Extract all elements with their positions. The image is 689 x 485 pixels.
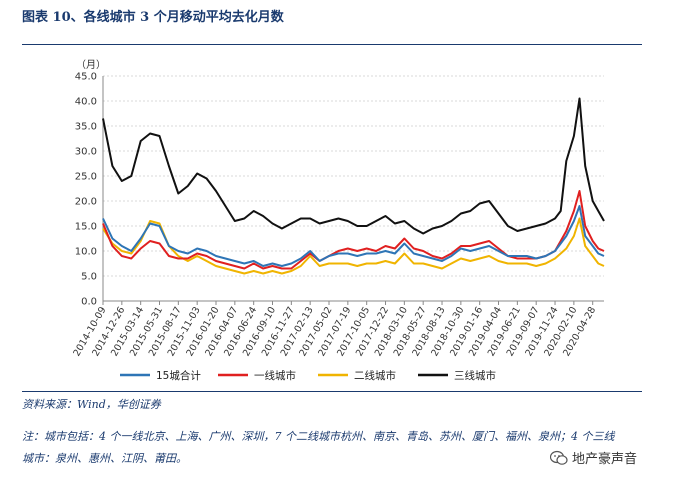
series-lines xyxy=(102,97,605,275)
y-unit-label: （月） xyxy=(76,59,106,71)
y-tick-label: 40.0 xyxy=(75,97,97,108)
y-tick-label: 30.0 xyxy=(75,147,97,158)
y-tick-label: 5.0 xyxy=(81,272,97,283)
watermark-text: 地产豪声音 xyxy=(572,452,638,467)
legend-label: 15城合计 xyxy=(156,369,201,382)
source-divider xyxy=(22,391,642,392)
legend: 15城合计 一线城市 二线城市 三线城市 xyxy=(120,369,496,382)
wechat-icon xyxy=(550,450,568,465)
y-tick-label: 35.0 xyxy=(75,122,97,133)
x-axis: 2014-10-092014-12-262015-03-142015-05-31… xyxy=(71,300,604,358)
source-note: 资料来源：Wind，华创证券 xyxy=(22,398,161,411)
legend-label: 二线城市 xyxy=(354,369,396,382)
footnote: 注：城市包括：4 个一线北京、上海、广州、深圳，7 个二线城市杭州、南京、青岛、… xyxy=(22,430,615,465)
title-divider xyxy=(22,44,642,45)
line-chart: （月） 0.0 5.0 10.0 15.0 20.0 25.0 30.0 35.0 40.0 45.… xyxy=(71,59,605,382)
y-tick-label: 0.0 xyxy=(81,297,97,308)
y-tick-label: 20.0 xyxy=(75,197,97,208)
legend-label: 三线城市 xyxy=(454,369,496,382)
y-tick-label: 15.0 xyxy=(75,222,97,233)
legend-label: 一线城市 xyxy=(254,369,296,382)
y-tick-label: 10.0 xyxy=(75,247,97,258)
grid-lines xyxy=(103,75,604,302)
chart-title: 图表 10、各线城市 3 个月移动平均去化月数 xyxy=(22,10,284,25)
series-line-3 xyxy=(102,97,605,235)
y-axis: （月） 0.0 5.0 10.0 15.0 20.0 25.0 30.0 35.0 40.0 45.… xyxy=(75,59,106,308)
series-line-2 xyxy=(102,217,605,275)
y-tick-label: 45.0 xyxy=(75,72,97,83)
series-line-0 xyxy=(102,205,605,267)
y-tick-label: 25.0 xyxy=(75,172,97,183)
watermark: 地产豪声音 xyxy=(550,448,637,467)
